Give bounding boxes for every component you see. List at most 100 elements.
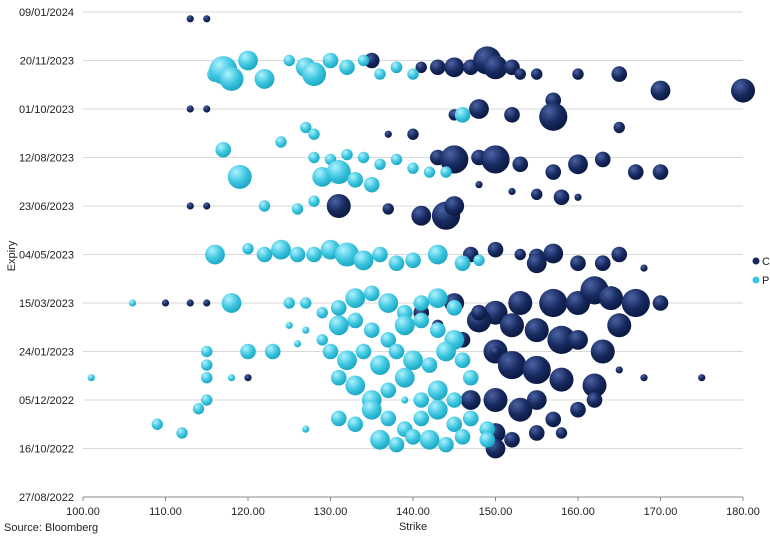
bubble-p — [308, 195, 320, 207]
bubble-c — [568, 329, 588, 350]
bubble-p — [353, 250, 374, 271]
bubble-p — [419, 429, 440, 450]
bubble-c — [615, 366, 623, 374]
bubble-p — [302, 425, 310, 433]
bubble-p — [394, 367, 415, 388]
bubble-c — [504, 431, 520, 448]
bubble-p — [264, 343, 281, 360]
bubble-c — [483, 55, 508, 80]
bubble-c — [539, 102, 568, 131]
bubble-p — [401, 396, 409, 404]
bubble-p — [330, 300, 347, 316]
bubble-c — [611, 246, 628, 263]
bubble-p — [285, 321, 293, 329]
bubble-p — [390, 153, 403, 166]
bubble-c — [475, 181, 483, 189]
bubble-p — [357, 54, 370, 67]
bubble-p — [380, 382, 397, 399]
bubble-p — [151, 418, 163, 430]
bubble-p — [345, 375, 366, 396]
bubble-p — [87, 374, 95, 382]
y-tick-label: 05/12/2022 — [19, 395, 74, 407]
bubble-c — [553, 189, 570, 206]
legend: CP — [752, 256, 770, 287]
y-tick-label: 23/06/2023 — [19, 201, 74, 213]
bubble-c — [531, 68, 543, 80]
bubble-p — [219, 66, 244, 91]
bubble-p — [407, 68, 419, 80]
bubble-c — [203, 202, 211, 210]
bubble-c — [504, 107, 520, 123]
bubble-c — [574, 193, 582, 201]
bubble-p — [238, 50, 258, 71]
bubble-c — [407, 128, 419, 140]
bubble-p — [361, 399, 382, 420]
bubble-p — [446, 416, 463, 433]
bubble-p — [341, 148, 353, 161]
bubble-c — [698, 374, 706, 382]
bubble-p — [201, 345, 213, 358]
bubble-c — [586, 392, 603, 408]
bubble-p — [215, 141, 232, 158]
bubble-c — [203, 105, 211, 113]
x-tick-label: 120.00 — [231, 506, 265, 518]
bubble-p — [363, 285, 380, 302]
bubble-c — [611, 66, 628, 82]
bubble-c — [186, 15, 194, 23]
y-tick-label: 24/01/2023 — [19, 347, 74, 359]
bubble-c — [326, 194, 351, 218]
bubble-p — [240, 343, 256, 360]
bubble-p — [289, 246, 306, 263]
y-tick-label: 12/08/2023 — [19, 153, 74, 165]
bubble-p — [258, 200, 271, 212]
bubble-p — [291, 203, 304, 215]
bubble-p — [454, 107, 471, 123]
bubble-p — [322, 52, 339, 69]
x-tick-label: 160.00 — [561, 506, 595, 518]
bubble-c — [444, 196, 465, 216]
bubble-p — [440, 166, 452, 178]
bubble-c — [594, 151, 611, 168]
bubble-p — [339, 59, 355, 76]
bubble-p — [363, 322, 380, 338]
bubble-p — [306, 246, 322, 263]
bubble-p — [454, 352, 471, 369]
bubble-p — [201, 359, 213, 371]
bubble-c — [415, 61, 427, 73]
bubble-p — [462, 369, 479, 386]
bubble-p — [413, 312, 430, 329]
bubble-p — [372, 246, 388, 263]
bubble-c — [627, 164, 644, 180]
bubble-p — [429, 322, 446, 338]
bubble-p — [300, 121, 312, 134]
bubble-p — [479, 421, 496, 437]
bubble-c — [613, 121, 625, 134]
bubble-p — [345, 288, 366, 309]
bubble-c — [384, 130, 392, 138]
bubble-c — [203, 299, 211, 307]
bubble-p — [462, 410, 479, 427]
bubble-p — [221, 293, 242, 313]
bubble-c — [543, 243, 564, 264]
y-tick-label: 09/01/2024 — [19, 7, 74, 19]
bubble-p — [335, 242, 359, 267]
bubble-p — [283, 54, 295, 67]
bubble-c — [650, 80, 671, 101]
bubble-c — [621, 288, 650, 318]
bubble-c — [607, 313, 632, 338]
bubble-c — [652, 295, 669, 311]
bubble-c — [572, 68, 584, 80]
bubble-c — [539, 288, 568, 318]
bubble-p — [403, 350, 423, 371]
bubble-p — [454, 429, 471, 445]
bubble-p — [322, 343, 339, 360]
bubble-c — [652, 164, 669, 180]
bubble-c — [203, 15, 211, 23]
x-tick-label: 110.00 — [149, 506, 182, 518]
bubble-c — [429, 59, 446, 76]
bubble-p — [427, 244, 448, 265]
bubble-p — [275, 136, 287, 148]
bubble-p — [363, 176, 380, 193]
bubble-p — [227, 164, 252, 189]
bubble-p — [421, 357, 438, 373]
